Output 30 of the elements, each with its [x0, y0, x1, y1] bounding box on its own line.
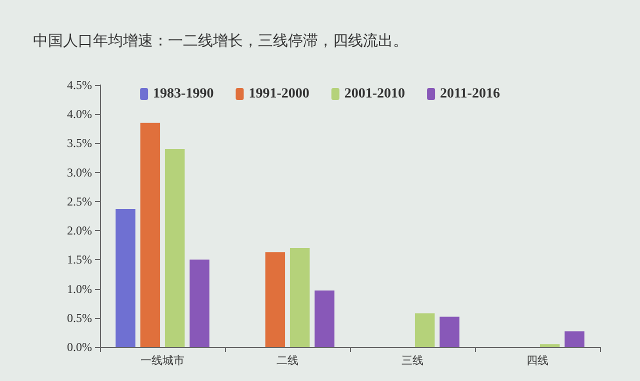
bar — [265, 252, 286, 347]
legend-label: 2001-2010 — [344, 86, 406, 102]
y-tick-label: 0.5% — [67, 310, 92, 325]
y-tick-label: 4.0% — [67, 107, 92, 122]
legend-label: 1983-1990 — [153, 86, 214, 102]
y-tick-label: 2.0% — [67, 224, 92, 238]
y-tick-label: 1.5% — [67, 252, 92, 267]
bar — [290, 248, 310, 347]
x-tick-label: 四线 — [526, 354, 548, 367]
bar — [190, 260, 210, 347]
y-tick-label: 4.5% — [67, 78, 92, 92]
bar — [140, 122, 160, 347]
x-tick-label: 二线 — [276, 354, 298, 367]
y-tick-label: 2.5% — [67, 194, 92, 208]
chart-title: 中国人口年均增速：一二线增长，三线停滞，四线流出。 — [33, 32, 408, 50]
bar — [440, 316, 460, 347]
bar — [564, 331, 584, 347]
legend-label: 1991-2000 — [248, 86, 310, 102]
bar — [116, 209, 136, 347]
legend-label: 2011-2016 — [440, 86, 500, 102]
bar — [540, 344, 560, 347]
x-tick-label: 三线 — [402, 354, 424, 367]
y-tick-label: 3.0% — [67, 165, 92, 180]
bar — [164, 149, 185, 347]
x-tick-label: 一线城市 — [140, 354, 184, 367]
y-tick-label: 0.0% — [67, 340, 92, 354]
y-tick-label: 1.0% — [67, 282, 92, 296]
y-tick-label: 3.5% — [67, 136, 92, 150]
bar — [314, 290, 334, 347]
bar — [414, 313, 435, 347]
